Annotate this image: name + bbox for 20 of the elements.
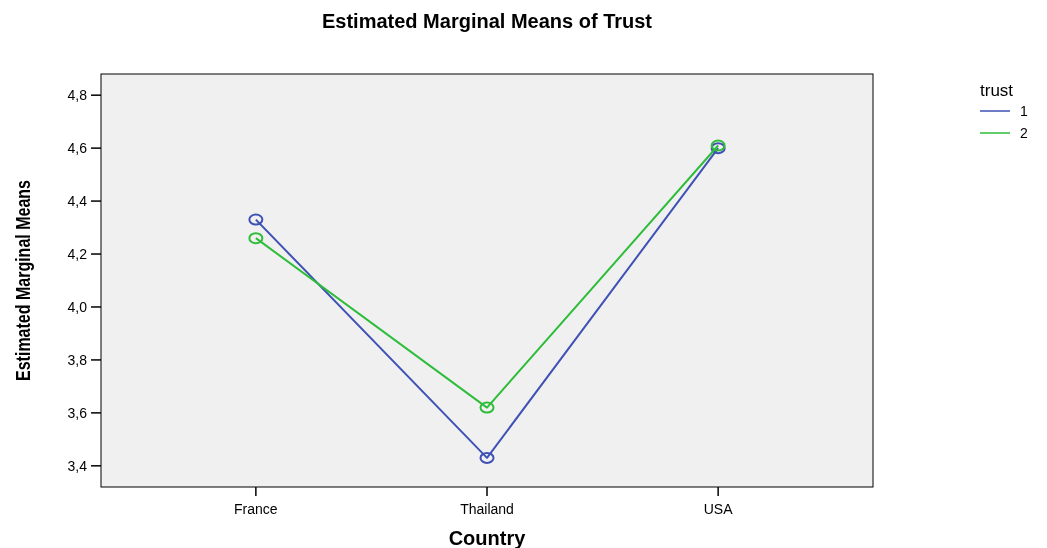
point (479, 401, 495, 414)
y-tick-label: 4,4 (67, 192, 88, 209)
y-tick-label: 4,6 (67, 140, 88, 157)
y-tick-label: 3,4 (67, 457, 88, 474)
legend-label: 1 (1020, 102, 1028, 119)
point (248, 213, 264, 226)
point (479, 451, 495, 464)
legend-label: 2 (1020, 124, 1028, 141)
y-axis-title: Estimated Marginal Means (12, 180, 35, 381)
y-tick-label: 3,6 (67, 404, 88, 421)
point (248, 232, 264, 245)
x-tick-label: USA (703, 501, 734, 517)
chart-title: Estimated Marginal Means of Trust (321, 10, 653, 32)
y-tick-label: 3,8 (67, 351, 88, 368)
y-tick-label: 4,0 (67, 298, 88, 315)
y-tick-label: 4,2 (67, 245, 88, 262)
x-tick-label: Thailand (460, 501, 514, 517)
legend-title: trust (980, 81, 1014, 100)
x-tick-label: France (234, 501, 278, 517)
y-tick-label: 4,8 (67, 87, 88, 104)
